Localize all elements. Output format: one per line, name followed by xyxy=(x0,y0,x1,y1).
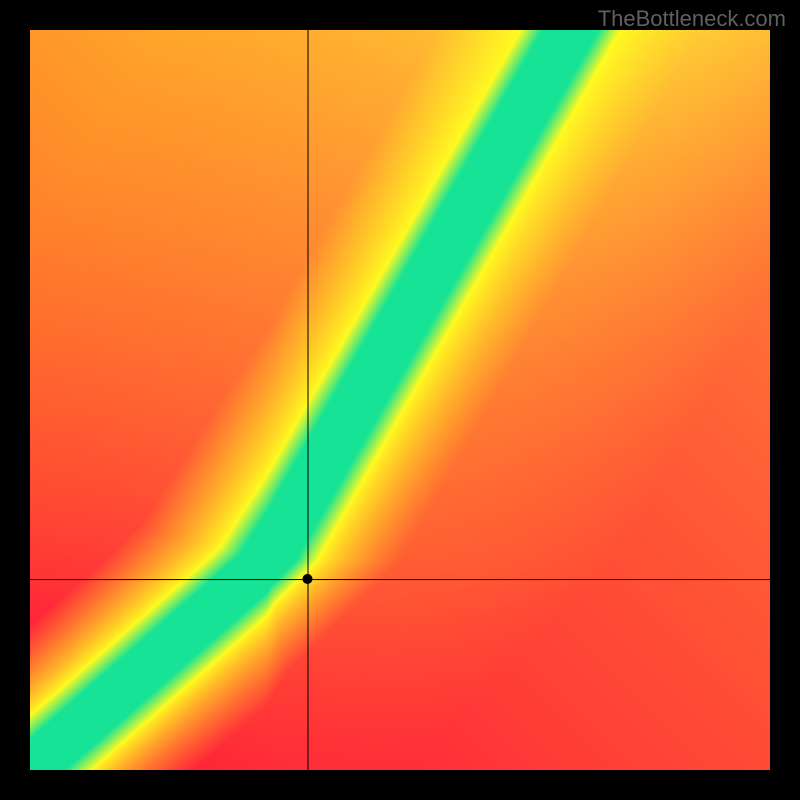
plot-area xyxy=(30,30,770,770)
heatmap-canvas xyxy=(30,30,770,770)
chart-container: TheBottleneck.com xyxy=(0,0,800,800)
watermark-text: TheBottleneck.com xyxy=(598,6,786,32)
